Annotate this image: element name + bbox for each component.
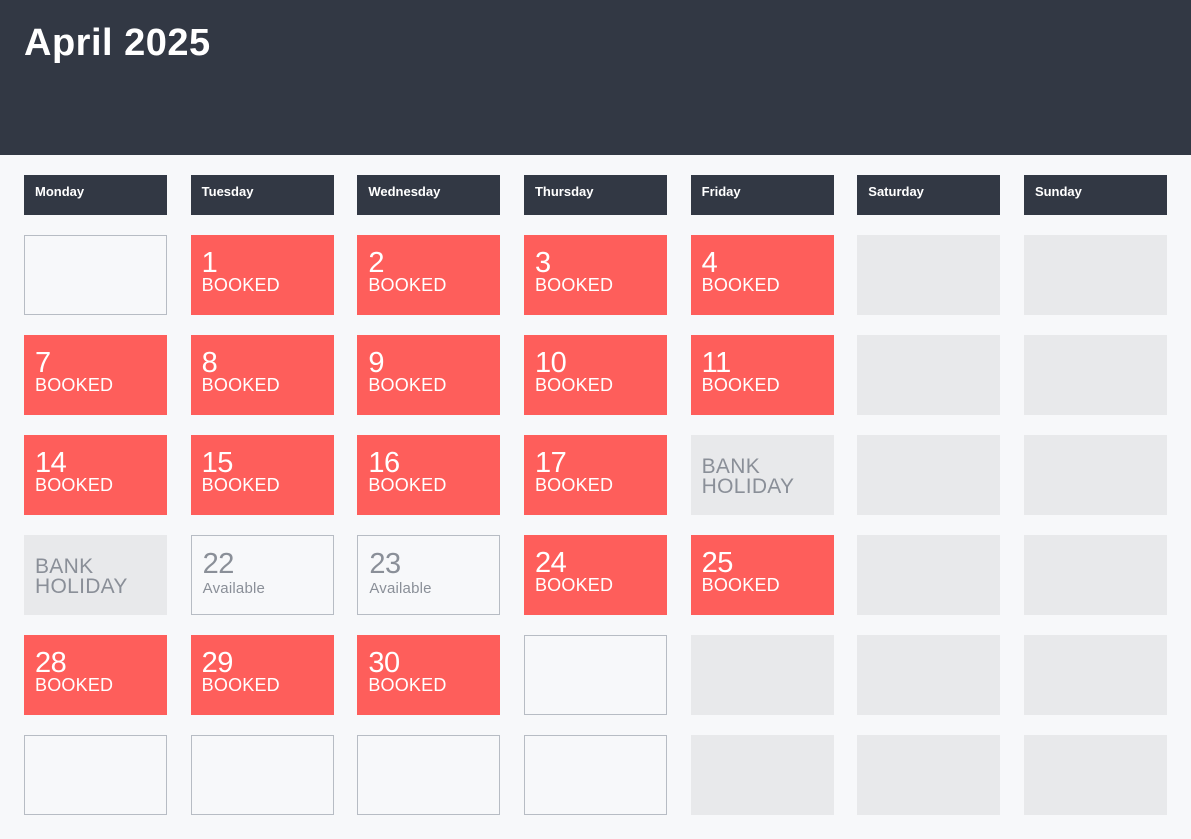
weekday-header-friday: Friday	[690, 175, 834, 215]
day-number: 16	[368, 447, 400, 479]
day-status: BOOKED	[201, 475, 280, 495]
day-cell-weekend	[857, 735, 1001, 815]
day-cell-weekend	[857, 535, 1001, 615]
day-status: BOOKED	[368, 275, 447, 295]
day-number: 24	[534, 547, 567, 579]
day-status: BOOKED	[534, 275, 614, 295]
day-cell-empty	[24, 235, 167, 315]
day-cell-weekend	[690, 635, 834, 715]
calendar-grid: Monday Tuesday Wednesday Thursday Friday…	[24, 175, 1167, 815]
holiday-label-line2: HOLIDAY	[701, 475, 795, 498]
day-status: BOOKED	[201, 275, 280, 295]
day-cell-empty	[523, 635, 667, 715]
day-status: BOOKED	[534, 475, 614, 495]
day-number: 29	[201, 647, 234, 679]
weekday-header-thursday: Thursday	[523, 175, 667, 215]
day-cell-booked[interactable]: 9 BOOKED	[357, 335, 501, 415]
day-number: 9	[368, 347, 384, 379]
day-status: BOOKED	[701, 275, 780, 295]
day-number: 2	[368, 247, 384, 279]
day-cell-weekend	[857, 335, 1001, 415]
day-status: BOOKED	[368, 675, 447, 695]
weekday-header-monday: Monday	[24, 175, 167, 215]
day-cell-booked[interactable]: 30 BOOKED	[357, 635, 501, 715]
day-number: 28	[35, 647, 67, 679]
day-status: BOOKED	[701, 575, 780, 595]
holiday-label-line1: BANK	[35, 555, 94, 578]
day-cell-weekend	[857, 635, 1001, 715]
day-cell-weekend	[1023, 635, 1167, 715]
day-status: BOOKED	[534, 375, 614, 395]
day-cell-booked[interactable]: 3 BOOKED	[523, 235, 667, 315]
day-status: BOOKED	[201, 675, 280, 695]
day-cell-weekend	[690, 735, 834, 815]
day-cell-booked[interactable]: 10 BOOKED	[523, 335, 667, 415]
calendar-header: April 2025	[0, 0, 1191, 155]
day-cell-booked[interactable]: 15 BOOKED	[190, 435, 334, 515]
holiday-label: BANK HOLIDAY	[35, 555, 156, 598]
day-status: BOOKED	[201, 375, 280, 395]
day-number: 8	[201, 347, 218, 379]
day-status: BOOKED	[534, 575, 614, 595]
day-number: 22	[202, 548, 235, 580]
holiday-label: BANK HOLIDAY	[701, 455, 823, 498]
day-cell-bank-holiday[interactable]: BANK HOLIDAY	[24, 535, 167, 615]
day-status: BOOKED	[701, 375, 780, 395]
day-number: 11	[701, 347, 732, 379]
day-cell-weekend	[857, 235, 1001, 315]
day-number: 7	[35, 347, 51, 379]
day-number: 25	[701, 547, 734, 579]
weekday-header-saturday: Saturday	[857, 175, 1001, 215]
day-cell-weekend	[1023, 435, 1167, 515]
day-cell-booked[interactable]: 7 BOOKED	[24, 335, 167, 415]
day-cell-booked[interactable]: 1 BOOKED	[190, 235, 334, 315]
day-status: BOOKED	[35, 675, 114, 695]
day-number: 4	[701, 247, 718, 279]
day-cell-bank-holiday[interactable]: BANK HOLIDAY	[690, 435, 834, 515]
day-number: 15	[201, 447, 234, 479]
day-number: 3	[534, 247, 551, 279]
day-status: Available	[202, 580, 266, 597]
weekday-header-wednesday: Wednesday	[357, 175, 501, 215]
holiday-label-line2: HOLIDAY	[35, 575, 128, 598]
day-cell-booked[interactable]: 17 BOOKED	[523, 435, 667, 515]
day-cell-booked[interactable]: 28 BOOKED	[24, 635, 167, 715]
day-number: 10	[534, 347, 567, 379]
day-status: Available	[369, 580, 432, 597]
day-cell-weekend	[857, 435, 1001, 515]
day-cell-empty	[190, 735, 334, 815]
day-number: 14	[35, 447, 67, 479]
day-status: BOOKED	[368, 475, 447, 495]
day-cell-weekend	[1023, 735, 1167, 815]
day-status: BOOKED	[35, 375, 114, 395]
day-cell-booked[interactable]: 2 BOOKED	[357, 235, 501, 315]
page-title: April 2025	[24, 22, 211, 64]
holiday-label-line1: BANK	[701, 455, 761, 478]
day-cell-booked[interactable]: 29 BOOKED	[190, 635, 334, 715]
day-cell-empty	[357, 735, 501, 815]
day-cell-booked[interactable]: 8 BOOKED	[190, 335, 334, 415]
day-number: 30	[368, 647, 400, 679]
day-cell-booked[interactable]: 4 BOOKED	[690, 235, 834, 315]
day-number: 17	[534, 447, 567, 479]
day-cell-empty	[523, 735, 667, 815]
weekday-header-sunday: Sunday	[1023, 175, 1167, 215]
day-status: BOOKED	[368, 375, 447, 395]
day-cell-available[interactable]: 22 Available	[190, 535, 334, 615]
day-cell-empty	[24, 735, 167, 815]
weekday-header-tuesday: Tuesday	[190, 175, 334, 215]
day-cell-weekend	[1023, 235, 1167, 315]
day-cell-booked[interactable]: 16 BOOKED	[357, 435, 501, 515]
day-cell-booked[interactable]: 11 BOOKED	[690, 335, 834, 415]
day-cell-booked[interactable]: 14 BOOKED	[24, 435, 167, 515]
day-number: 23	[369, 548, 401, 580]
day-cell-booked[interactable]: 25 BOOKED	[690, 535, 834, 615]
day-number: 1	[201, 247, 218, 279]
day-cell-weekend	[1023, 335, 1167, 415]
day-cell-booked[interactable]: 24 BOOKED	[523, 535, 667, 615]
day-cell-available[interactable]: 23 Available	[357, 535, 501, 615]
day-cell-weekend	[1023, 535, 1167, 615]
day-status: BOOKED	[35, 475, 114, 495]
